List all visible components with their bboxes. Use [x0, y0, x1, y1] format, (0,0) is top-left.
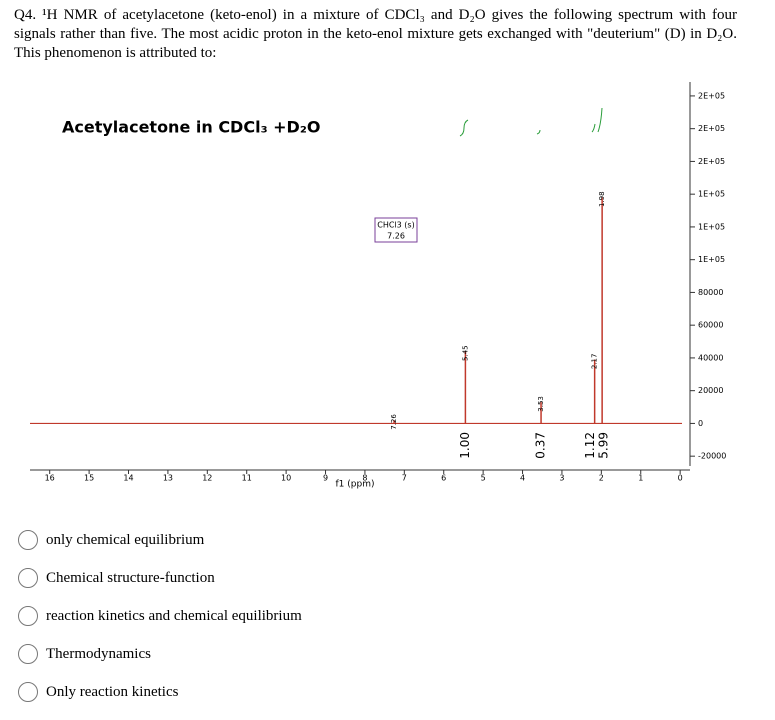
question: Q4. ¹H NMR of acetylacetone (keto-enol) … [14, 7, 737, 61]
x-tick-label: 1 [638, 474, 643, 483]
y-tick-label: 0 [698, 419, 703, 428]
option[interactable]: Thermodynamics [18, 644, 151, 664]
x-tick-label: 9 [323, 474, 328, 483]
annotation: 7.26 [387, 232, 405, 241]
x-tick-label: 2 [599, 474, 604, 483]
integral-label: 5.99 [597, 432, 611, 459]
y-tick-label: -20000 [698, 452, 726, 461]
x-tick-label: 13 [163, 474, 173, 483]
y-tick-label: 1E+05 [698, 222, 725, 231]
option-text: Chemical structure-function [46, 569, 215, 586]
radio[interactable] [18, 606, 38, 626]
option[interactable]: Only reaction kinetics [18, 682, 178, 702]
option[interactable]: Chemical structure-function [18, 568, 215, 588]
integral-label: 0.37 [534, 432, 548, 459]
option-text: Only reaction kinetics [46, 683, 179, 700]
x-tick-label: 16 [45, 474, 55, 483]
option-text: Thermodynamics [46, 645, 151, 662]
peak-label: 7.26 [390, 414, 398, 430]
x-tick-label: 12 [202, 474, 212, 483]
integral-label: 1.00 [458, 432, 472, 459]
y-tick-label: 20000 [698, 386, 723, 395]
x-tick-label: 15 [84, 474, 94, 483]
peak-label: 3.53 [537, 396, 545, 412]
radio[interactable] [18, 644, 38, 664]
y-tick-label: 80000 [698, 288, 723, 297]
peak-label: 2.17 [591, 354, 599, 370]
x-tick-label: 10 [281, 474, 291, 483]
integral-label: 1.12 [583, 432, 597, 459]
radio[interactable] [18, 682, 38, 702]
integral-curve [536, 129, 541, 135]
integral-curve [591, 107, 603, 133]
x-tick-label: 6 [441, 474, 446, 483]
y-tick-label: 1E+05 [698, 255, 725, 264]
y-tick-label: 2E+05 [698, 91, 725, 100]
y-tick-label: 2E+05 [698, 124, 725, 133]
option-text: only chemical equilibrium [46, 531, 205, 548]
x-tick-label: 4 [520, 474, 525, 483]
x-tick-label: 14 [123, 474, 133, 483]
peak-label: 5.45 [461, 345, 469, 361]
option[interactable]: reaction kinetics and chemical equilibri… [18, 606, 302, 626]
annotation-box [374, 217, 418, 243]
x-tick-label: 11 [242, 474, 252, 483]
peak-label: 1.98 [598, 191, 606, 207]
option-text: reaction kinetics and chemical equilibri… [46, 607, 302, 624]
x-tick-label: 3 [559, 474, 564, 483]
radio[interactable] [18, 568, 38, 588]
annotation: CHCl3 (s) [377, 221, 414, 230]
x-tick-label: 7 [402, 474, 407, 483]
x-tick-label: 0 [678, 474, 683, 483]
x-axis-label: f1 (ppm) [336, 480, 375, 490]
spectrum: Acetylacetone in CDCl₃ +D₂O CHCl3 (s) 7.… [30, 82, 726, 490]
x-tick-label: 8 [362, 474, 367, 483]
y-tick-label: 60000 [698, 321, 723, 330]
chart-title: Acetylacetone in CDCl₃ +D₂O [62, 118, 320, 137]
y-tick-label: 1E+05 [698, 190, 725, 199]
option[interactable]: only chemical equilibrium [18, 530, 204, 550]
radio[interactable] [18, 530, 38, 550]
integral-curve [459, 119, 469, 137]
x-tick-label: 5 [481, 474, 486, 483]
y-tick-label: 40000 [698, 353, 723, 362]
y-tick-label: 2E+05 [698, 157, 725, 166]
